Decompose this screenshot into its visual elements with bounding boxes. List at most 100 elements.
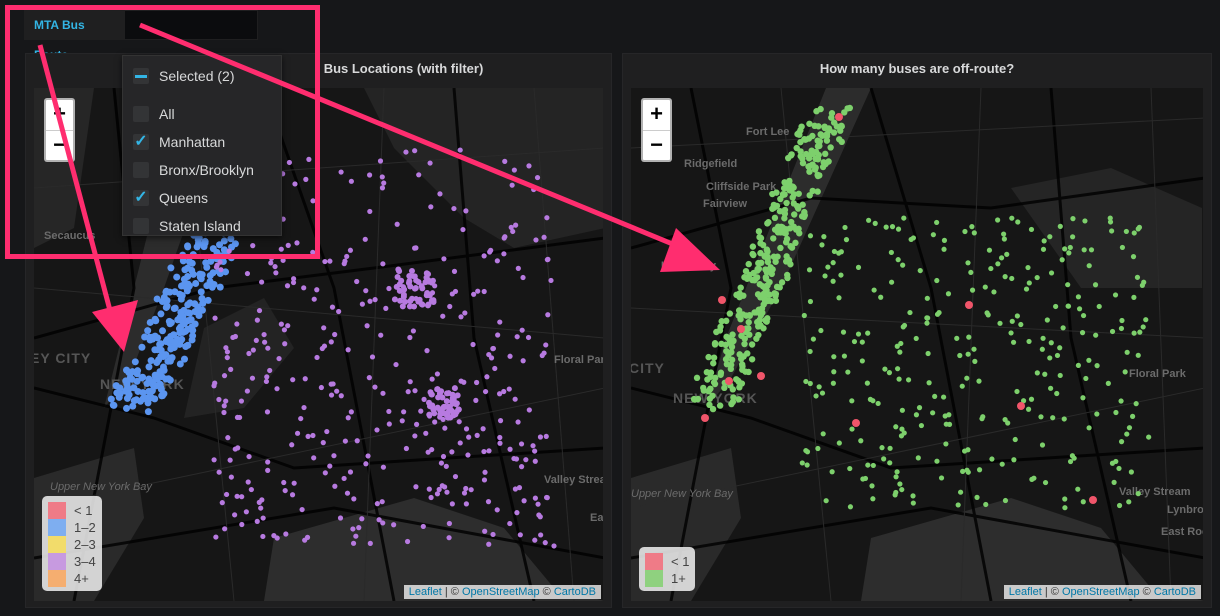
bus-marker[interactable]: [456, 419, 462, 425]
bus-marker[interactable]: [244, 270, 251, 277]
bus-marker[interactable]: [311, 455, 317, 461]
bus-marker[interactable]: [756, 233, 763, 241]
bus-marker[interactable]: [186, 309, 194, 317]
bus-marker[interactable]: [989, 456, 995, 462]
bus-marker[interactable]: [964, 467, 970, 473]
bus-marker[interactable]: [239, 494, 245, 500]
bus-marker[interactable]: [301, 404, 307, 411]
dropdown-selected-header[interactable]: Selected (2): [123, 62, 281, 90]
bus-marker[interactable]: [739, 363, 746, 370]
bus-marker[interactable]: [872, 220, 878, 226]
bus-marker[interactable]: [930, 410, 936, 416]
bus-marker[interactable]: [972, 358, 978, 364]
bus-marker[interactable]: [836, 250, 842, 256]
bus-marker[interactable]: [281, 479, 287, 486]
bus-marker[interactable]: [998, 255, 1005, 261]
bus-marker[interactable]: [432, 419, 438, 425]
bus-marker[interactable]: [727, 361, 735, 369]
bus-marker[interactable]: [144, 408, 152, 416]
bus-marker[interactable]: [203, 263, 211, 271]
bus-marker[interactable]: [781, 206, 789, 214]
bus-marker[interactable]: [1060, 325, 1066, 331]
bus-marker[interactable]: [412, 284, 419, 291]
bus-marker[interactable]: [115, 393, 123, 401]
bus-marker[interactable]: [779, 224, 786, 231]
bus-marker[interactable]: [366, 375, 372, 381]
bus-marker[interactable]: [474, 379, 480, 386]
bus-marker[interactable]: [455, 406, 462, 413]
bus-marker[interactable]: [932, 393, 938, 400]
bus-marker[interactable]: [259, 279, 265, 285]
bus-marker[interactable]: [170, 305, 178, 313]
bus-marker[interactable]: [379, 185, 386, 191]
bus-marker[interactable]: [463, 501, 469, 507]
bus-marker[interactable]: [966, 334, 972, 340]
bus-marker[interactable]: [757, 311, 765, 319]
bus-marker[interactable]: [434, 371, 441, 377]
bus-marker[interactable]: [782, 230, 789, 237]
bus-marker[interactable]: [1040, 246, 1047, 252]
bus-marker[interactable]: [1061, 416, 1067, 422]
bus-marker[interactable]: [716, 402, 724, 409]
bus-marker[interactable]: [1040, 335, 1046, 341]
bus-marker[interactable]: [723, 317, 730, 325]
bus-marker[interactable]: [490, 345, 497, 352]
bus-marker[interactable]: [789, 194, 796, 201]
bus-marker[interactable]: [807, 298, 814, 305]
bus-marker[interactable]: [1079, 330, 1086, 336]
bus-marker[interactable]: [139, 389, 147, 397]
bus-marker[interactable]: [212, 315, 218, 321]
bus-marker[interactable]: [866, 217, 872, 223]
bus-marker[interactable]: [123, 404, 131, 412]
bus-marker[interactable]: [171, 339, 179, 347]
bus-marker[interactable]: [724, 334, 732, 342]
bus-marker[interactable]: [772, 258, 779, 265]
bus-marker[interactable]: [1066, 250, 1072, 256]
bus-marker[interactable]: [310, 432, 316, 439]
bus-marker[interactable]: [1054, 352, 1061, 359]
bus-marker[interactable]: [461, 379, 467, 385]
bus-marker[interactable]: [705, 387, 712, 395]
dropdown-option-queens[interactable]: ✓ Queens: [123, 184, 281, 212]
bus-marker[interactable]: [1131, 330, 1137, 336]
bus-marker[interactable]: [828, 110, 836, 117]
bus-marker[interactable]: [336, 308, 342, 315]
bus-marker[interactable]: [1081, 247, 1087, 253]
bus-marker[interactable]: [976, 467, 983, 473]
bus-marker[interactable]: [893, 474, 899, 480]
bus-marker[interactable]: [163, 336, 171, 344]
bus-marker[interactable]: [450, 412, 457, 419]
bus-marker[interactable]: [497, 440, 503, 446]
bus-marker[interactable]: [815, 123, 822, 130]
bus-marker[interactable]: [437, 191, 443, 197]
bus-marker[interactable]: [219, 500, 225, 506]
bus-marker[interactable]: [755, 228, 763, 235]
bus-marker[interactable]: [780, 185, 788, 192]
bus-marker[interactable]: [814, 137, 821, 144]
bus-marker[interactable]: [1018, 321, 1024, 328]
bus-marker[interactable]: [232, 333, 239, 340]
bus-marker[interactable]: [1140, 324, 1146, 330]
bus-marker[interactable]: [718, 318, 725, 325]
bus-marker[interactable]: [516, 485, 523, 491]
bus-marker[interactable]: [794, 130, 801, 138]
bus-marker[interactable]: [971, 230, 977, 236]
bus-marker[interactable]: [542, 540, 548, 546]
bus-marker[interactable]: [1001, 231, 1007, 237]
bus-marker[interactable]: [867, 396, 874, 402]
bus-marker[interactable]: [1088, 247, 1095, 253]
bus-marker[interactable]: [512, 396, 518, 402]
bus-marker[interactable]: [806, 267, 813, 273]
bus-marker[interactable]: [453, 400, 460, 407]
bus-marker[interactable]: [206, 272, 214, 280]
bus-marker[interactable]: [513, 222, 519, 228]
bus-marker[interactable]: [244, 388, 250, 394]
bus-marker[interactable]: [131, 358, 139, 366]
bus-marker[interactable]: [787, 243, 794, 250]
bus-marker[interactable]: [1111, 479, 1117, 485]
bus-marker[interactable]: [545, 312, 551, 318]
bus-marker[interactable]: [1028, 396, 1035, 402]
dropdown-option-all[interactable]: All: [123, 100, 281, 128]
bus-marker[interactable]: [1048, 385, 1054, 391]
bus-marker[interactable]: [1069, 453, 1076, 459]
